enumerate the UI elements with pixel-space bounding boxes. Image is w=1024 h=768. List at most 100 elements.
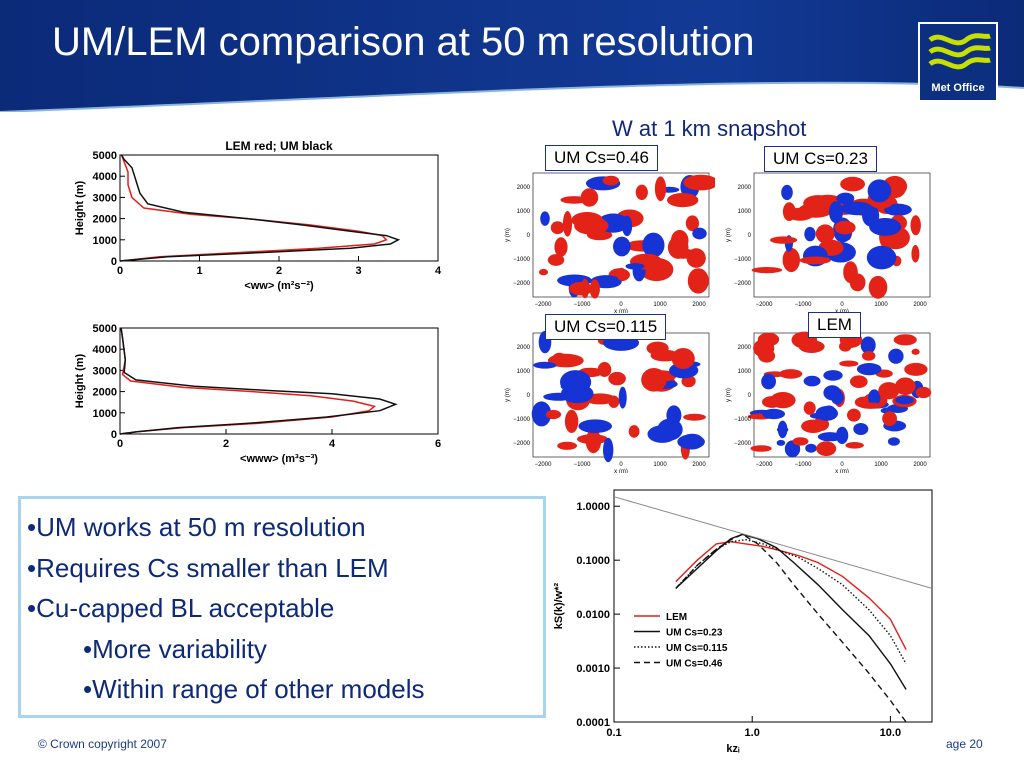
y-tick-label: 0 [748, 233, 752, 239]
updraft-patch [580, 278, 590, 299]
downdraft-patch [642, 232, 665, 258]
downdraft-patch [776, 439, 786, 446]
downdraft-patch [625, 263, 645, 270]
updraft-patch [792, 437, 809, 446]
downdraft-patch [603, 437, 614, 463]
y-tick-label: −2000 [734, 281, 752, 287]
updraft-patch [641, 368, 667, 392]
updraft-patch [782, 247, 800, 273]
legend-label: UM Cs=0.115 [666, 643, 728, 654]
downdraft-patch [860, 336, 876, 354]
snapshot-title: W at 1 km snapshot [612, 116, 807, 141]
x-tick-label: 2 [276, 265, 282, 277]
updraft-patch [893, 334, 917, 346]
x-tick-label: 0 [619, 462, 623, 468]
updraft-patch [878, 382, 900, 400]
downdraft-patch [856, 363, 882, 376]
x-tick-label: 0 [840, 462, 844, 468]
x-tick-label: 2000 [692, 302, 706, 308]
field-pattern [751, 175, 921, 299]
downdraft-patch [887, 437, 900, 446]
updraft-patch [685, 215, 699, 232]
updraft-patch [635, 184, 648, 200]
x-tick-label: 0.1 [606, 727, 621, 739]
updraft-patch [608, 371, 626, 386]
x-axis-label: <www> (m³s⁻³) [240, 453, 318, 465]
updraft-patch [762, 396, 782, 408]
downdraft-patch [781, 184, 793, 201]
x-tick-label: 10.0 [880, 727, 901, 739]
x-tick-label: −1000 [574, 302, 592, 308]
legend-label: UM Cs=0.23 [666, 628, 723, 639]
y-tick-label: 5000 [93, 150, 117, 162]
plot-frame [613, 489, 933, 723]
downdraft-patch [540, 211, 550, 226]
updraft-patch [654, 176, 667, 201]
series-line-um [119, 154, 401, 262]
downdraft-patch [761, 373, 776, 390]
downdraft-patch [560, 382, 584, 391]
x-tick-label: 1000 [874, 462, 888, 468]
series-line-um [119, 327, 398, 435]
y-tick-label: 1000 [517, 209, 531, 215]
y-tick-label: 0.0001 [576, 717, 610, 729]
downdraft-patch [823, 370, 843, 381]
y-tick-label: 1000 [738, 209, 752, 215]
x-axis-label: x (m) [614, 309, 628, 313]
panel-label-lem: LEM [808, 312, 861, 338]
downdraft-patch [821, 405, 837, 420]
updraft-patch [904, 362, 928, 376]
y-tick-label: 0.0010 [576, 663, 610, 675]
x-tick-label: 1 [196, 265, 202, 277]
downdraft-patch [803, 375, 821, 387]
updraft-patch [839, 360, 859, 367]
updraft-patch [843, 261, 858, 284]
updraft-patch [557, 441, 577, 450]
updraft-patch [585, 429, 602, 454]
y-axis-label: kS(k)/w*² [553, 582, 565, 629]
y-tick-label: 1000 [738, 369, 752, 375]
x-axis-label: kzᵢ [726, 743, 740, 755]
y-tick-label: 1000 [93, 235, 117, 247]
downdraft-patch [677, 434, 705, 450]
updraft-patch [895, 377, 916, 396]
updraft-patch [911, 245, 920, 263]
bullet-subitem: •Within range of other models [83, 674, 425, 704]
x-tick-label: 4 [329, 438, 336, 450]
updraft-patch [602, 175, 620, 186]
met-office-logo: Met Office [918, 22, 998, 102]
y-tick-label: 4000 [93, 344, 117, 356]
bullet-item: •UM works at 50 m resolution [27, 512, 366, 542]
updraft-patch [882, 411, 897, 426]
y-tick-label: 3000 [93, 365, 117, 377]
updraft-patch [564, 409, 579, 433]
y-tick-label: 1000 [517, 369, 531, 375]
updraft-patch [750, 445, 772, 452]
series-line-lem [119, 327, 377, 435]
x-tick-label: 0 [117, 438, 123, 450]
updraft-patch [850, 375, 868, 388]
downdraft-patch [868, 389, 881, 406]
x-tick-label: 2000 [913, 302, 927, 308]
panel-label-cs046: UM Cs=0.46 [545, 145, 658, 171]
updraft-patch [571, 212, 603, 229]
y-tick-label: 2000 [517, 185, 531, 191]
panel-label-cs023: UM Cs=0.23 [764, 146, 877, 172]
x-tick-label: 3 [355, 265, 361, 277]
x-axis-label: x (m) [835, 469, 849, 473]
downdraft-patch [880, 224, 892, 233]
x-tick-label: −1000 [574, 462, 592, 468]
y-tick-label: −1000 [734, 257, 752, 263]
y-axis-label: y (m) [726, 388, 732, 402]
updraft-patch [911, 348, 920, 355]
updraft-patch [816, 441, 837, 457]
updraft-patch [753, 339, 775, 358]
updraft-patch [667, 193, 699, 208]
y-tick-label: 5000 [93, 323, 117, 335]
y-tick-label: 0.1000 [576, 555, 610, 567]
bullet-item: •Cu-capped BL acceptable [27, 593, 335, 623]
downdraft-patch [867, 179, 892, 203]
updraft-patch [803, 401, 816, 415]
updraft-patch [545, 409, 562, 420]
header-banner: UM/LEM comparison at 50 m resolution Met… [0, 0, 1024, 113]
